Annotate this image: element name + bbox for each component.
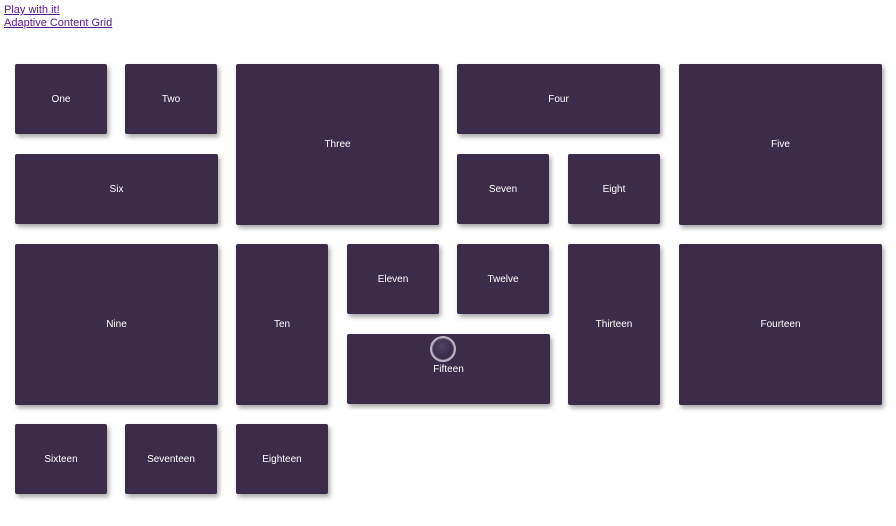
grid-card-label: Sixteen xyxy=(44,454,77,465)
grid-card-label: Fifteen xyxy=(433,364,464,375)
grid-card-six[interactable]: Six xyxy=(15,154,218,224)
grid-card-label: Four xyxy=(548,94,569,105)
grid-card-eleven[interactable]: Eleven xyxy=(347,244,439,314)
grid-card-thirteen[interactable]: Thirteen xyxy=(568,244,660,405)
grid-card-label: Two xyxy=(162,94,180,105)
grid-card-eight[interactable]: Eight xyxy=(568,154,660,224)
grid-card-label: Seven xyxy=(489,184,517,195)
grid-card-ten[interactable]: Ten xyxy=(236,244,328,405)
grid-card-label: Eleven xyxy=(378,274,409,285)
grid-card-label: One xyxy=(52,94,71,105)
play-with-it-link[interactable]: Play with it! xyxy=(4,4,60,16)
grid-card-sixteen[interactable]: Sixteen xyxy=(15,424,107,494)
drag-cursor-icon xyxy=(430,336,456,362)
grid-card-label: Nine xyxy=(106,319,127,330)
grid-card-label: Twelve xyxy=(487,274,518,285)
grid-card-seventeen[interactable]: Seventeen xyxy=(125,424,217,494)
grid-card-two[interactable]: Two xyxy=(125,64,217,134)
grid-card-five[interactable]: Five xyxy=(679,64,882,225)
grid-card-three[interactable]: Three xyxy=(236,64,439,225)
grid-card-four[interactable]: Four xyxy=(457,64,660,134)
grid-card-twelve[interactable]: Twelve xyxy=(457,244,549,314)
grid-card-label: Eight xyxy=(603,184,626,195)
grid-card-one[interactable]: One xyxy=(15,64,107,134)
grid-card-label: Three xyxy=(324,139,350,150)
grid-card-label: Ten xyxy=(274,319,290,330)
grid-card-label: Six xyxy=(110,184,124,195)
grid-card-nine[interactable]: Nine xyxy=(15,244,218,405)
grid-card-label: Thirteen xyxy=(596,319,633,330)
grid-card-seven[interactable]: Seven xyxy=(457,154,549,224)
title-link[interactable]: Adaptive Content Grid xyxy=(4,17,112,29)
grid-card-label: Five xyxy=(771,139,790,150)
grid-card-label: Eighteen xyxy=(262,454,301,465)
grid-card-label: Fourteen xyxy=(760,319,800,330)
grid-card-label: Seventeen xyxy=(147,454,195,465)
grid-card-fourteen[interactable]: Fourteen xyxy=(679,244,882,405)
grid-card-eighteen[interactable]: Eighteen xyxy=(236,424,328,494)
